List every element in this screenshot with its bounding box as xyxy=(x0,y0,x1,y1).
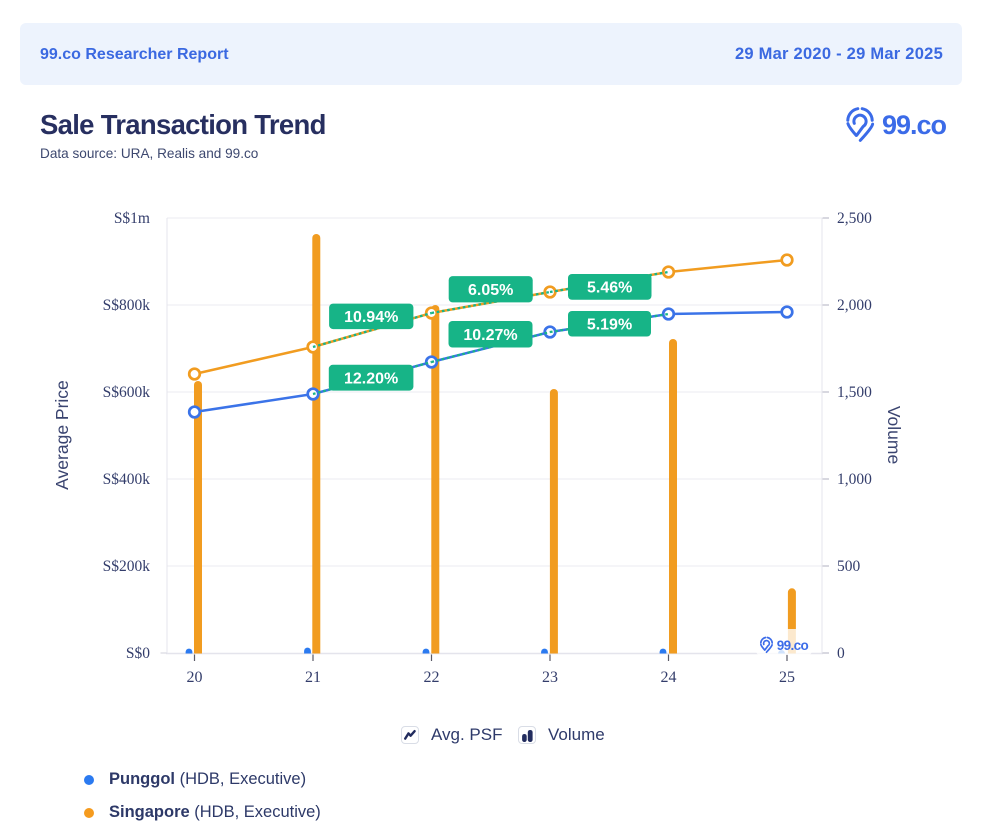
svg-text:0: 0 xyxy=(837,645,845,662)
svg-text:Volume: Volume xyxy=(884,406,904,464)
svg-text:20: 20 xyxy=(187,669,203,686)
svg-text:12.20%: 12.20% xyxy=(344,371,398,388)
svg-text:Average Price: Average Price xyxy=(52,380,72,490)
svg-text:S$200k: S$200k xyxy=(103,558,151,575)
svg-text:1,000: 1,000 xyxy=(837,471,872,488)
svg-text:99.co: 99.co xyxy=(882,110,947,140)
svg-text:10.27%: 10.27% xyxy=(463,327,517,344)
svg-text:24: 24 xyxy=(661,669,677,686)
svg-text:6.05%: 6.05% xyxy=(468,282,513,299)
svg-text:2,000: 2,000 xyxy=(837,297,872,314)
svg-text:99.co: 99.co xyxy=(777,638,809,653)
svg-text:21: 21 xyxy=(305,669,321,686)
svg-text:S$800k: S$800k xyxy=(103,297,151,314)
svg-text:2,500: 2,500 xyxy=(837,210,872,227)
svg-text:25: 25 xyxy=(779,669,795,686)
svg-text:500: 500 xyxy=(837,558,861,575)
svg-text:S$600k: S$600k xyxy=(103,384,151,401)
svg-text:1,500: 1,500 xyxy=(837,384,872,401)
svg-text:5.46%: 5.46% xyxy=(587,280,632,297)
svg-text:5.19%: 5.19% xyxy=(587,316,632,333)
svg-text:S$400k: S$400k xyxy=(103,471,151,488)
svg-text:S$1m: S$1m xyxy=(114,210,150,227)
svg-text:23: 23 xyxy=(542,669,558,686)
svg-text:22: 22 xyxy=(424,669,440,686)
svg-text:10.94%: 10.94% xyxy=(344,309,398,326)
svg-text:S$0: S$0 xyxy=(126,645,150,662)
